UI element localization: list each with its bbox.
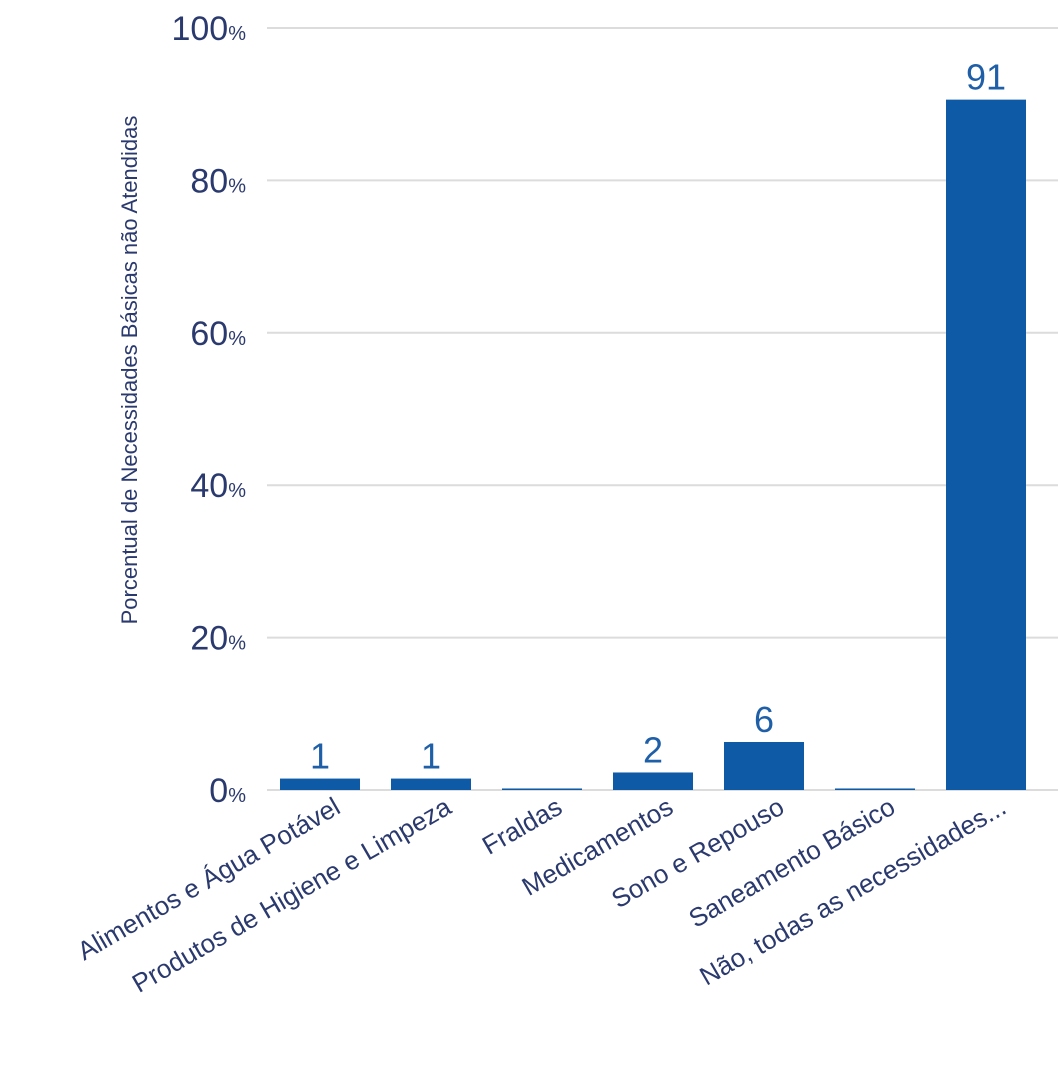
data-label: 2 [643,729,663,770]
y-tick-label: 80% [190,162,246,200]
bar [391,778,471,790]
y-tick-label: 60% [190,315,246,353]
data-label: 1 [421,736,441,777]
bar [724,741,804,790]
data-label: 91 [966,57,1006,98]
bar [280,778,360,790]
y-axis-label: Porcentual de Necessidades Básicas não A… [117,116,142,625]
y-tick-label: 40% [190,467,246,505]
gridlines [267,27,1058,791]
bars [280,99,1026,791]
data-labels: 1 1 2 6 91 [310,57,1006,777]
y-axis-ticks: 0% 20% 40% 60% 80% 100% [171,10,246,810]
bar [946,99,1026,791]
bar [613,772,693,790]
y-tick-label: 20% [190,620,246,658]
data-label: 1 [310,736,330,777]
y-tick-label: 100% [171,10,246,48]
data-label: 6 [754,699,774,740]
y-tick-label: 0% [209,772,246,810]
x-tick-label: Fraldas [477,791,567,860]
bar [502,788,582,790]
bar [835,788,915,790]
